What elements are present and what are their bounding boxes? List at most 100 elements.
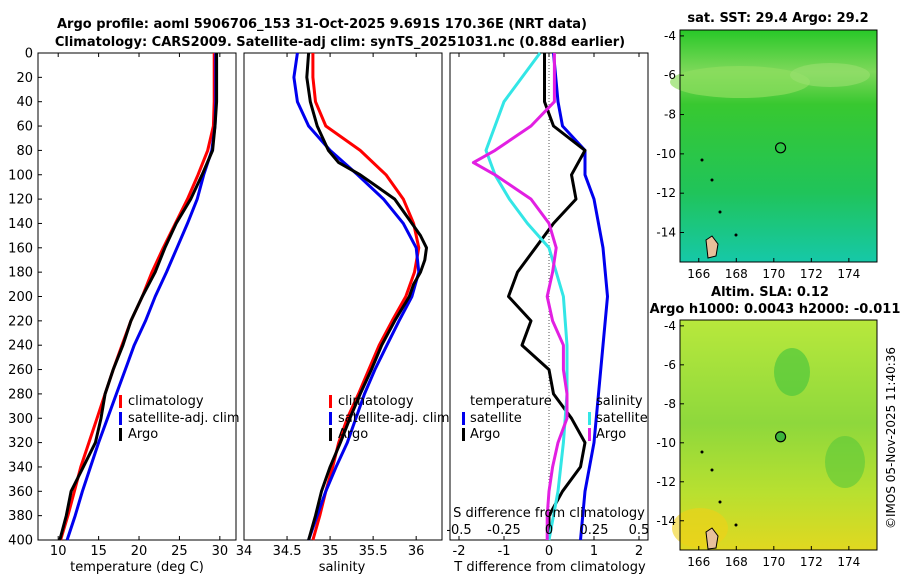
sst-warm-band [670, 66, 810, 98]
sst-island [700, 158, 704, 162]
map-y-tick-label: -10 [656, 147, 676, 161]
map-x-tick-label: 172 [800, 267, 823, 281]
map-x-tick-label: 170 [762, 267, 785, 281]
sst-map-axes: 166 168 170 172 174 -4 -6 -8 -10 -12 -14 [656, 29, 860, 281]
legend-label-s-argo: Argo [596, 427, 626, 442]
title-line-1: Argo profile: aoml 5906706_153 31-Oct-20… [57, 17, 587, 32]
map-y-tick-label: -4 [664, 29, 676, 43]
map-y-tick-label: -8 [664, 108, 676, 122]
x-tick-label: 34.5 [273, 544, 302, 559]
imos-timestamp: ©IMOS 05-Nov-2025 11:40:36 [884, 347, 898, 529]
series-line-satellite-adj-clim [292, 52, 421, 541]
legend-label-argo: Argo [128, 427, 158, 442]
legend-swatch-t-argo [462, 428, 465, 441]
difference-top-xlabel: S difference from climatology [453, 506, 645, 521]
sla-low-anomaly-east [825, 436, 865, 488]
map-x-tick-label: 172 [800, 555, 823, 569]
x-tick-label: 25 [171, 544, 188, 559]
y-tick-label: 360 [8, 485, 33, 500]
series-line-salinity-satellite [484, 52, 569, 541]
y-tick-label: 40 [16, 95, 33, 110]
sla-island [718, 500, 722, 504]
y-tick-label: 380 [8, 509, 33, 524]
y-tick-label: 0 [25, 47, 33, 62]
s-diff-tick-label: -0.25 [487, 523, 521, 538]
salinity-x-axis: 34 34.5 35 35.5 36 [236, 53, 424, 559]
x-tick-label: 20 [131, 544, 148, 559]
x-tick-label: -2 [453, 544, 466, 559]
s-diff-tick-label: 0 [545, 523, 553, 538]
sst-warm-band-east [790, 63, 870, 87]
salinity-axes-frame [243, 52, 443, 541]
map-y-tick-label: -14 [656, 226, 676, 240]
difference-series [471, 52, 609, 541]
legend-swatch-argo [329, 428, 332, 441]
legend-swatch-satellite [329, 412, 332, 425]
legend-label-climatology: climatology [338, 394, 414, 409]
sst-map-frame [679, 29, 878, 263]
map-y-tick-label: -10 [656, 436, 676, 450]
map-x-tick-label: 174 [837, 555, 860, 569]
y-tick-label: 320 [8, 436, 33, 451]
map-y-tick-label: -12 [656, 475, 676, 489]
legend-swatch-argo [119, 428, 122, 441]
legend-heading-salinity: salinity [596, 394, 643, 409]
s-diff-tick-label: 0.25 [580, 523, 609, 538]
temperature-panel: 0 20 40 60 80 100 120 140 160 180 200 220 240 260 280 3… [8, 47, 239, 576]
sla-island [734, 523, 738, 527]
x-tick-label: 1 [590, 544, 598, 559]
temperature-legend: climatology satellite-adj. clim Argo [119, 394, 240, 442]
x-tick-label: 30 [212, 544, 229, 559]
y-tick-label: 100 [8, 168, 33, 183]
difference-legend-temperature: temperature satellite Argo [462, 394, 552, 442]
legend-label-climatology: climatology [128, 394, 204, 409]
x-tick-label: 34 [236, 544, 253, 559]
depth-axis: 0 20 40 60 80 100 120 140 160 180 200 220 240 260 280 3… [8, 47, 42, 549]
x-tick-label: -1 [498, 544, 511, 559]
sla-map-frame [679, 319, 878, 551]
sla-map-panel: Altim. SLA: 0.12 Argo h1000: 0.0043 h200… [650, 285, 900, 569]
y-tick-label: 20 [16, 71, 33, 86]
legend-swatch-s-satellite [588, 412, 591, 425]
series-line-argo [58, 53, 219, 541]
x-tick-label: 35.5 [359, 544, 388, 559]
y-tick-label: 60 [16, 120, 33, 135]
salinity-xlabel: salinity [319, 560, 366, 575]
legend-swatch-t-satellite [462, 412, 465, 425]
map-x-tick-label: 168 [725, 267, 748, 281]
difference-x-axis: -2 -1 0 1 2 [453, 53, 643, 559]
salinity-panel: 34 34.5 35 35.5 36 salinity climatology sate… [236, 52, 450, 575]
sst-island [718, 210, 722, 214]
map-x-tick-label: 174 [837, 267, 860, 281]
sla-map-subtitle: Argo h1000: 0.0043 h2000: -0.011 [650, 302, 900, 317]
x-tick-label: 35 [322, 544, 339, 559]
map-y-tick-label: -14 [656, 514, 676, 528]
sla-map-title: Altim. SLA: 0.12 [711, 285, 829, 300]
sla-island [710, 468, 714, 472]
y-tick-label: 300 [8, 412, 33, 427]
x-tick-label: 0 [545, 544, 553, 559]
salinity-series [292, 52, 428, 541]
map-y-tick-label: -6 [664, 358, 676, 372]
legend-label-satellite: satellite-adj. clim [338, 411, 450, 426]
sst-island [734, 233, 738, 237]
y-tick-label: 340 [8, 460, 33, 475]
legend-label-satellite: satellite-adj. clim [128, 411, 240, 426]
legend-label-s-satellite: satellite [596, 411, 648, 426]
sst-argo-location-marker [774, 142, 787, 154]
sst-island [710, 178, 714, 182]
map-x-tick-label: 170 [762, 555, 785, 569]
series-line-argo [305, 52, 428, 541]
map-y-tick-label: -8 [664, 397, 676, 411]
sla-map-axes: 166 168 170 172 174 -4 -6 -8 -10 -12 -14 [656, 319, 860, 569]
s-diff-tick-label: -0.5 [446, 523, 471, 538]
map-y-tick-label: -6 [664, 68, 676, 82]
series-line-temperature-satellite [552, 52, 609, 541]
difference-legend-salinity: salinity satellite Argo [588, 394, 648, 442]
legend-label-t-argo: Argo [470, 427, 500, 442]
s-diff-tick-label: 0.5 [629, 523, 650, 538]
legend-heading-temperature: temperature [470, 394, 552, 409]
y-tick-label: 400 [8, 534, 33, 549]
y-tick-label: 80 [16, 144, 33, 159]
series-line-temperature-argo [507, 53, 587, 540]
